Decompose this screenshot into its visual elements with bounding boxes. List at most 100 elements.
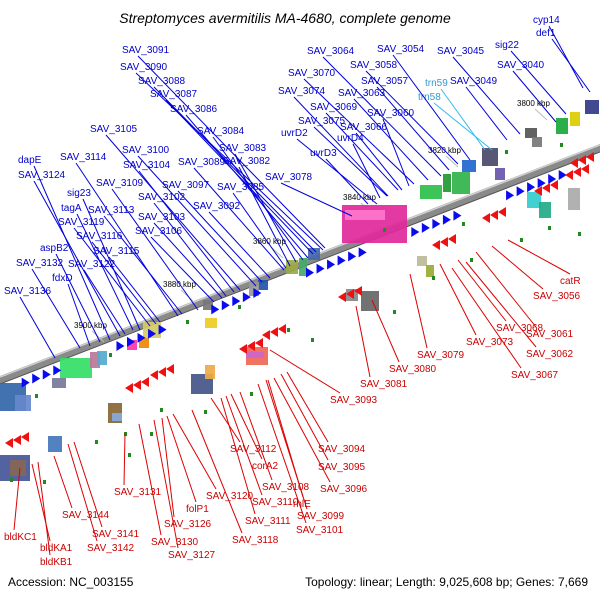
gene-label-sav_3120: SAV_3120: [206, 491, 254, 502]
feature-block: [482, 148, 498, 166]
leader-line: [67, 443, 98, 542]
forward-arrow: [221, 300, 230, 311]
leader-line: [91, 241, 157, 325]
reverse-arrow: [270, 327, 278, 337]
reverse-arrow: [573, 167, 581, 177]
gene-label-sav_3074: SAV_3074: [278, 86, 326, 97]
gene-label-sav_3089: SAV_3089: [178, 157, 226, 168]
leader-line: [166, 415, 197, 503]
feature-block: [585, 100, 599, 114]
feature-block: [48, 436, 62, 452]
marker-tick: [43, 480, 46, 484]
gene-label-sav_3093: SAV_3093: [330, 395, 378, 406]
leader-line: [82, 198, 141, 331]
ruler-label: 3900 kbp: [74, 321, 107, 330]
leader-line: [185, 114, 309, 259]
leader-line: [31, 463, 51, 542]
feature-block: [345, 210, 385, 220]
marker-tick: [250, 392, 253, 396]
marker-tick: [124, 432, 127, 436]
gene-label-uvrd2: uvrD2: [281, 128, 308, 139]
feature-block: [417, 256, 427, 266]
leader-line: [465, 86, 508, 141]
gene-label-sav_3061: SAV_3061: [526, 329, 574, 340]
gene-label-sav_3062: SAV_3062: [526, 349, 574, 360]
ruler-tick: [534, 108, 548, 121]
map-title: Streptomyces avermitilis MA-4680, comple…: [119, 10, 451, 26]
gene-label-sav_3099: SAV_3099: [297, 511, 345, 522]
leader-line: [273, 377, 331, 483]
leader-line: [355, 305, 371, 378]
feature-block: [112, 413, 122, 421]
feature-block: [90, 352, 100, 368]
gene-label-sav_3066: SAV_3066: [340, 122, 388, 133]
reverse-arrow: [482, 213, 490, 223]
gene-label-sav_3101: SAV_3101: [296, 525, 344, 536]
reverse-arrow: [534, 186, 542, 196]
gene-label-sav_3087: SAV_3087: [150, 89, 198, 100]
reverse-arrow: [338, 292, 346, 302]
gene-label-sav_3078: SAV_3078: [265, 172, 313, 183]
feature-block: [97, 351, 107, 365]
marker-tick: [35, 394, 38, 398]
leader-line: [191, 409, 243, 534]
gene-label-sav_3090: SAV_3090: [120, 62, 168, 73]
leader-line: [280, 182, 353, 217]
reverse-arrow: [239, 344, 247, 354]
leader-line: [138, 423, 162, 536]
forward-arrow: [506, 190, 515, 201]
forward-arrow: [316, 263, 325, 274]
gene-label-sav_3136: SAV_3136: [4, 286, 52, 297]
reverse-arrow: [586, 152, 594, 162]
forward-arrow: [116, 340, 125, 351]
leader-line: [137, 155, 257, 287]
leader-line: [507, 239, 571, 275]
reverse-arrow: [166, 364, 174, 374]
forward-arrow: [232, 296, 241, 307]
feature-block: [462, 160, 476, 172]
gene-label-sav_3097: SAV_3097: [162, 180, 210, 191]
reverse-strand-arrows: [5, 152, 594, 448]
leader-line: [465, 261, 537, 348]
forward-arrow: [127, 336, 135, 347]
gene-label-aspb2: aspB2: [40, 243, 69, 254]
leader-line: [440, 88, 486, 151]
forward-arrow: [337, 255, 346, 266]
gene-label-sav_3096: SAV_3096: [320, 484, 368, 495]
reverse-arrow: [346, 289, 354, 299]
marker-tick: [432, 276, 435, 280]
gene-label-sav_3064: SAV_3064: [307, 46, 355, 57]
marker-tick: [393, 310, 396, 314]
marker-tick: [548, 226, 551, 230]
forward-arrow: [53, 365, 62, 376]
feature-block: [420, 185, 442, 199]
gene-label-sav_3108: SAV_3108: [262, 482, 310, 493]
leader-line: [161, 417, 175, 518]
marker-tick: [505, 150, 508, 154]
gene-label-sav_3080: SAV_3080: [389, 364, 437, 375]
leader-line: [551, 38, 591, 93]
leader-line: [210, 397, 241, 443]
reverse-arrow: [13, 435, 21, 445]
gene-label-sav_3088: SAV_3088: [138, 76, 186, 87]
reverse-arrow: [440, 237, 448, 247]
gene-label-sav_3114: SAV_3114: [60, 152, 107, 163]
forward-arrow: [421, 222, 430, 233]
gene-label-trn58: trn58: [418, 92, 441, 103]
forward-arrow: [253, 288, 262, 299]
leader-line: [193, 167, 285, 271]
leader-line: [33, 180, 121, 337]
gene-label-sav_3073: SAV_3073: [466, 337, 514, 348]
leader-line: [232, 192, 287, 269]
leader-line: [280, 373, 329, 461]
feature-block: [52, 378, 66, 388]
reverse-arrow: [542, 183, 550, 193]
marker-tick: [10, 478, 13, 482]
leader-line: [325, 112, 399, 191]
leader-line: [352, 143, 381, 199]
ruler-tick: [180, 289, 194, 302]
leader-line: [322, 56, 442, 177]
gene-label-sav_3142: SAV_3142: [87, 543, 135, 554]
gene-label-sav_3084: SAV_3084: [197, 126, 245, 137]
marker-tick: [578, 232, 581, 236]
